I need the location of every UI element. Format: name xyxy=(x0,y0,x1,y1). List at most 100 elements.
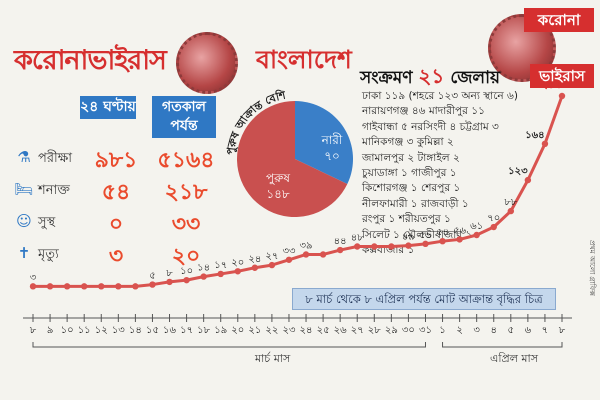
stat-label: মৃত্যু xyxy=(38,247,59,262)
recovered-person-icon: ☺ xyxy=(16,212,32,230)
gender-pie-chart: পুরুষ আক্রান্ত বেশি নারী ৭০ পুরুষ ১৪৮ xyxy=(224,88,353,218)
districts-title-pre: সংক্রমণ xyxy=(360,68,413,88)
data-point xyxy=(268,261,276,269)
x-tick-label: ৮ xyxy=(559,325,566,336)
x-tick-label: ১৯ xyxy=(214,325,227,336)
data-point xyxy=(80,283,88,290)
district-line: সিলেট ১ মৌলভীবাজার ১ xyxy=(362,228,473,241)
x-tick-label: ২৬ xyxy=(334,325,348,336)
data-point xyxy=(354,243,361,250)
data-point xyxy=(149,281,156,288)
month-march-label: মার্চ মাস xyxy=(255,352,291,365)
x-tick-label: ২ xyxy=(456,325,463,336)
districts-count: ২১ xyxy=(418,64,445,88)
x-tick-label: ১৮ xyxy=(197,325,210,336)
data-point xyxy=(46,283,54,290)
data-point xyxy=(132,283,139,290)
x-tick-label: ১১ xyxy=(78,325,91,336)
district-line: কিশোরগঞ্জ ১ শেরপুর ১ xyxy=(362,182,461,195)
x-tick-label: ১৩ xyxy=(112,325,125,336)
graphics-credit: প্রথম আলো গ্রাফিক্স xyxy=(588,240,596,296)
x-tick-label: ৩০ xyxy=(402,325,415,336)
data-point xyxy=(319,251,327,258)
virus-icon xyxy=(176,32,238,94)
x-tick-label: ১০ xyxy=(61,325,74,336)
x-tick-label: ৩১ xyxy=(419,325,432,336)
x-tick-label: ১৪ xyxy=(129,325,142,336)
data-label: ৩৯ xyxy=(300,240,313,251)
x-tick-label: ২৮ xyxy=(368,325,382,336)
april-bracket xyxy=(442,342,563,348)
march-bracket xyxy=(32,342,426,348)
test-tube-icon: ⚗ xyxy=(17,148,31,166)
data-label: ৩৩ xyxy=(282,246,296,257)
data-label: ৩ xyxy=(30,272,37,283)
brand-label-bottom: ভাইরাস xyxy=(530,64,594,88)
x-tick-label: ২৯ xyxy=(385,325,398,336)
data-point xyxy=(558,92,566,100)
title-coronavirus: করোনাভাইরাস xyxy=(14,45,167,76)
month-april-label: এপ্রিল মাস xyxy=(490,352,538,365)
data-point xyxy=(541,140,549,148)
stat-24h: ৩ xyxy=(108,244,124,269)
stat-row-deaths: ✝ মৃত্যু ৩ ২০ xyxy=(14,239,224,269)
pie-value-female: ৭০ xyxy=(324,149,340,163)
data-label: ১৬৪ xyxy=(525,130,544,141)
brand-label-top: করোনা xyxy=(524,8,594,32)
districts-list: ঢাকা ১১৯ (শহরে ১২৩ অন্য স্থানে ৬) নারায়… xyxy=(362,89,518,258)
data-point xyxy=(251,264,259,271)
data-label: ২৭ xyxy=(265,251,278,262)
stats-header-total: গতকাল পর্যন্ত xyxy=(152,96,216,138)
brand-logo: করোনা ভাইরাস xyxy=(488,4,594,92)
x-tick-label: ২২ xyxy=(265,325,278,336)
x-tick-label: ৩ xyxy=(473,325,480,336)
data-point xyxy=(115,283,122,290)
data-point xyxy=(234,268,241,275)
pie-label-male: পুরুষ xyxy=(266,171,290,186)
x-tick-label: ১৫ xyxy=(146,325,159,336)
district-line: মানিকগঞ্জ ৩ কুমিল্লা ২ xyxy=(362,136,454,149)
title-bangladesh: বাংলাদেশ xyxy=(256,45,352,74)
data-point xyxy=(63,283,71,290)
x-tick-label: ২১ xyxy=(248,325,261,336)
deceased-icon: ✝ xyxy=(17,244,31,262)
x-tick-label: ২৪ xyxy=(300,325,313,336)
districts-title-post: জেলায় xyxy=(450,68,501,88)
x-tick-label: ৫ xyxy=(508,325,515,336)
x-tick-label: ২৭ xyxy=(351,325,364,336)
hospital-bed-icon: 🛏 xyxy=(14,180,34,198)
district-line: জামালপুর ২ টাঙ্গাইল ২ xyxy=(362,151,460,164)
x-tick-label: ২৫ xyxy=(317,325,330,336)
stats-header-24h: ২৪ ঘণ্টায় xyxy=(80,96,136,119)
data-point xyxy=(183,276,190,284)
district-line: গাইবান্ধা ৫ নরসিংদী ৪ চট্টগ্রাম ৩ xyxy=(362,120,499,133)
chart-caption: ৮ মার্চ থেকে ৮ এপ্রিল পর্যন্ত মোট আক্রান… xyxy=(292,288,556,310)
x-tick-label: ২০ xyxy=(231,325,244,336)
data-label: ২৪ xyxy=(248,254,261,265)
data-label: ৪৪ xyxy=(334,236,347,247)
x-tick-label: ২৩ xyxy=(282,325,296,336)
x-tick-label: ১ xyxy=(439,325,446,336)
x-tick-label: ১২ xyxy=(95,325,108,336)
data-label: ২০ xyxy=(231,257,244,268)
data-point xyxy=(217,270,224,278)
district-line: নীলফামারী ১ রাজবাড়ী ১ xyxy=(362,197,469,210)
district-line: ঢাকা ১১৯ (শহরে ১২৩ অন্য স্থানে ৬) xyxy=(362,90,518,102)
data-point xyxy=(29,283,37,290)
stat-label: সুস্থ xyxy=(38,215,56,230)
data-point xyxy=(285,256,293,263)
data-point xyxy=(302,251,310,258)
district-line: কক্সবাজার ১ xyxy=(362,244,415,257)
x-tick-label: ১৬ xyxy=(163,325,176,336)
pie-label-female: নারী xyxy=(321,133,343,147)
x-tick-label: ৪ xyxy=(490,325,497,336)
pie-value-male: ১৪৮ xyxy=(266,187,290,201)
stat-total: ২০ xyxy=(171,244,201,269)
stat-label: শনাক্ত xyxy=(38,183,70,198)
data-point xyxy=(524,176,532,184)
district-line: চুয়াডাঙ্গা ১ গাজীপুর ১ xyxy=(362,167,457,180)
stat-row-detected: 🛏 শনাক্ত ৫৪ ২১৮ xyxy=(14,175,224,205)
x-tick-label: ৯ xyxy=(47,325,54,336)
district-line: নারায়ণগঞ্জ ৪৬ মাদারীপুর ১১ xyxy=(362,105,485,118)
stat-row-test: ⚗ পরীক্ষা ৯৮১ ৫১৬৪ xyxy=(14,143,224,173)
